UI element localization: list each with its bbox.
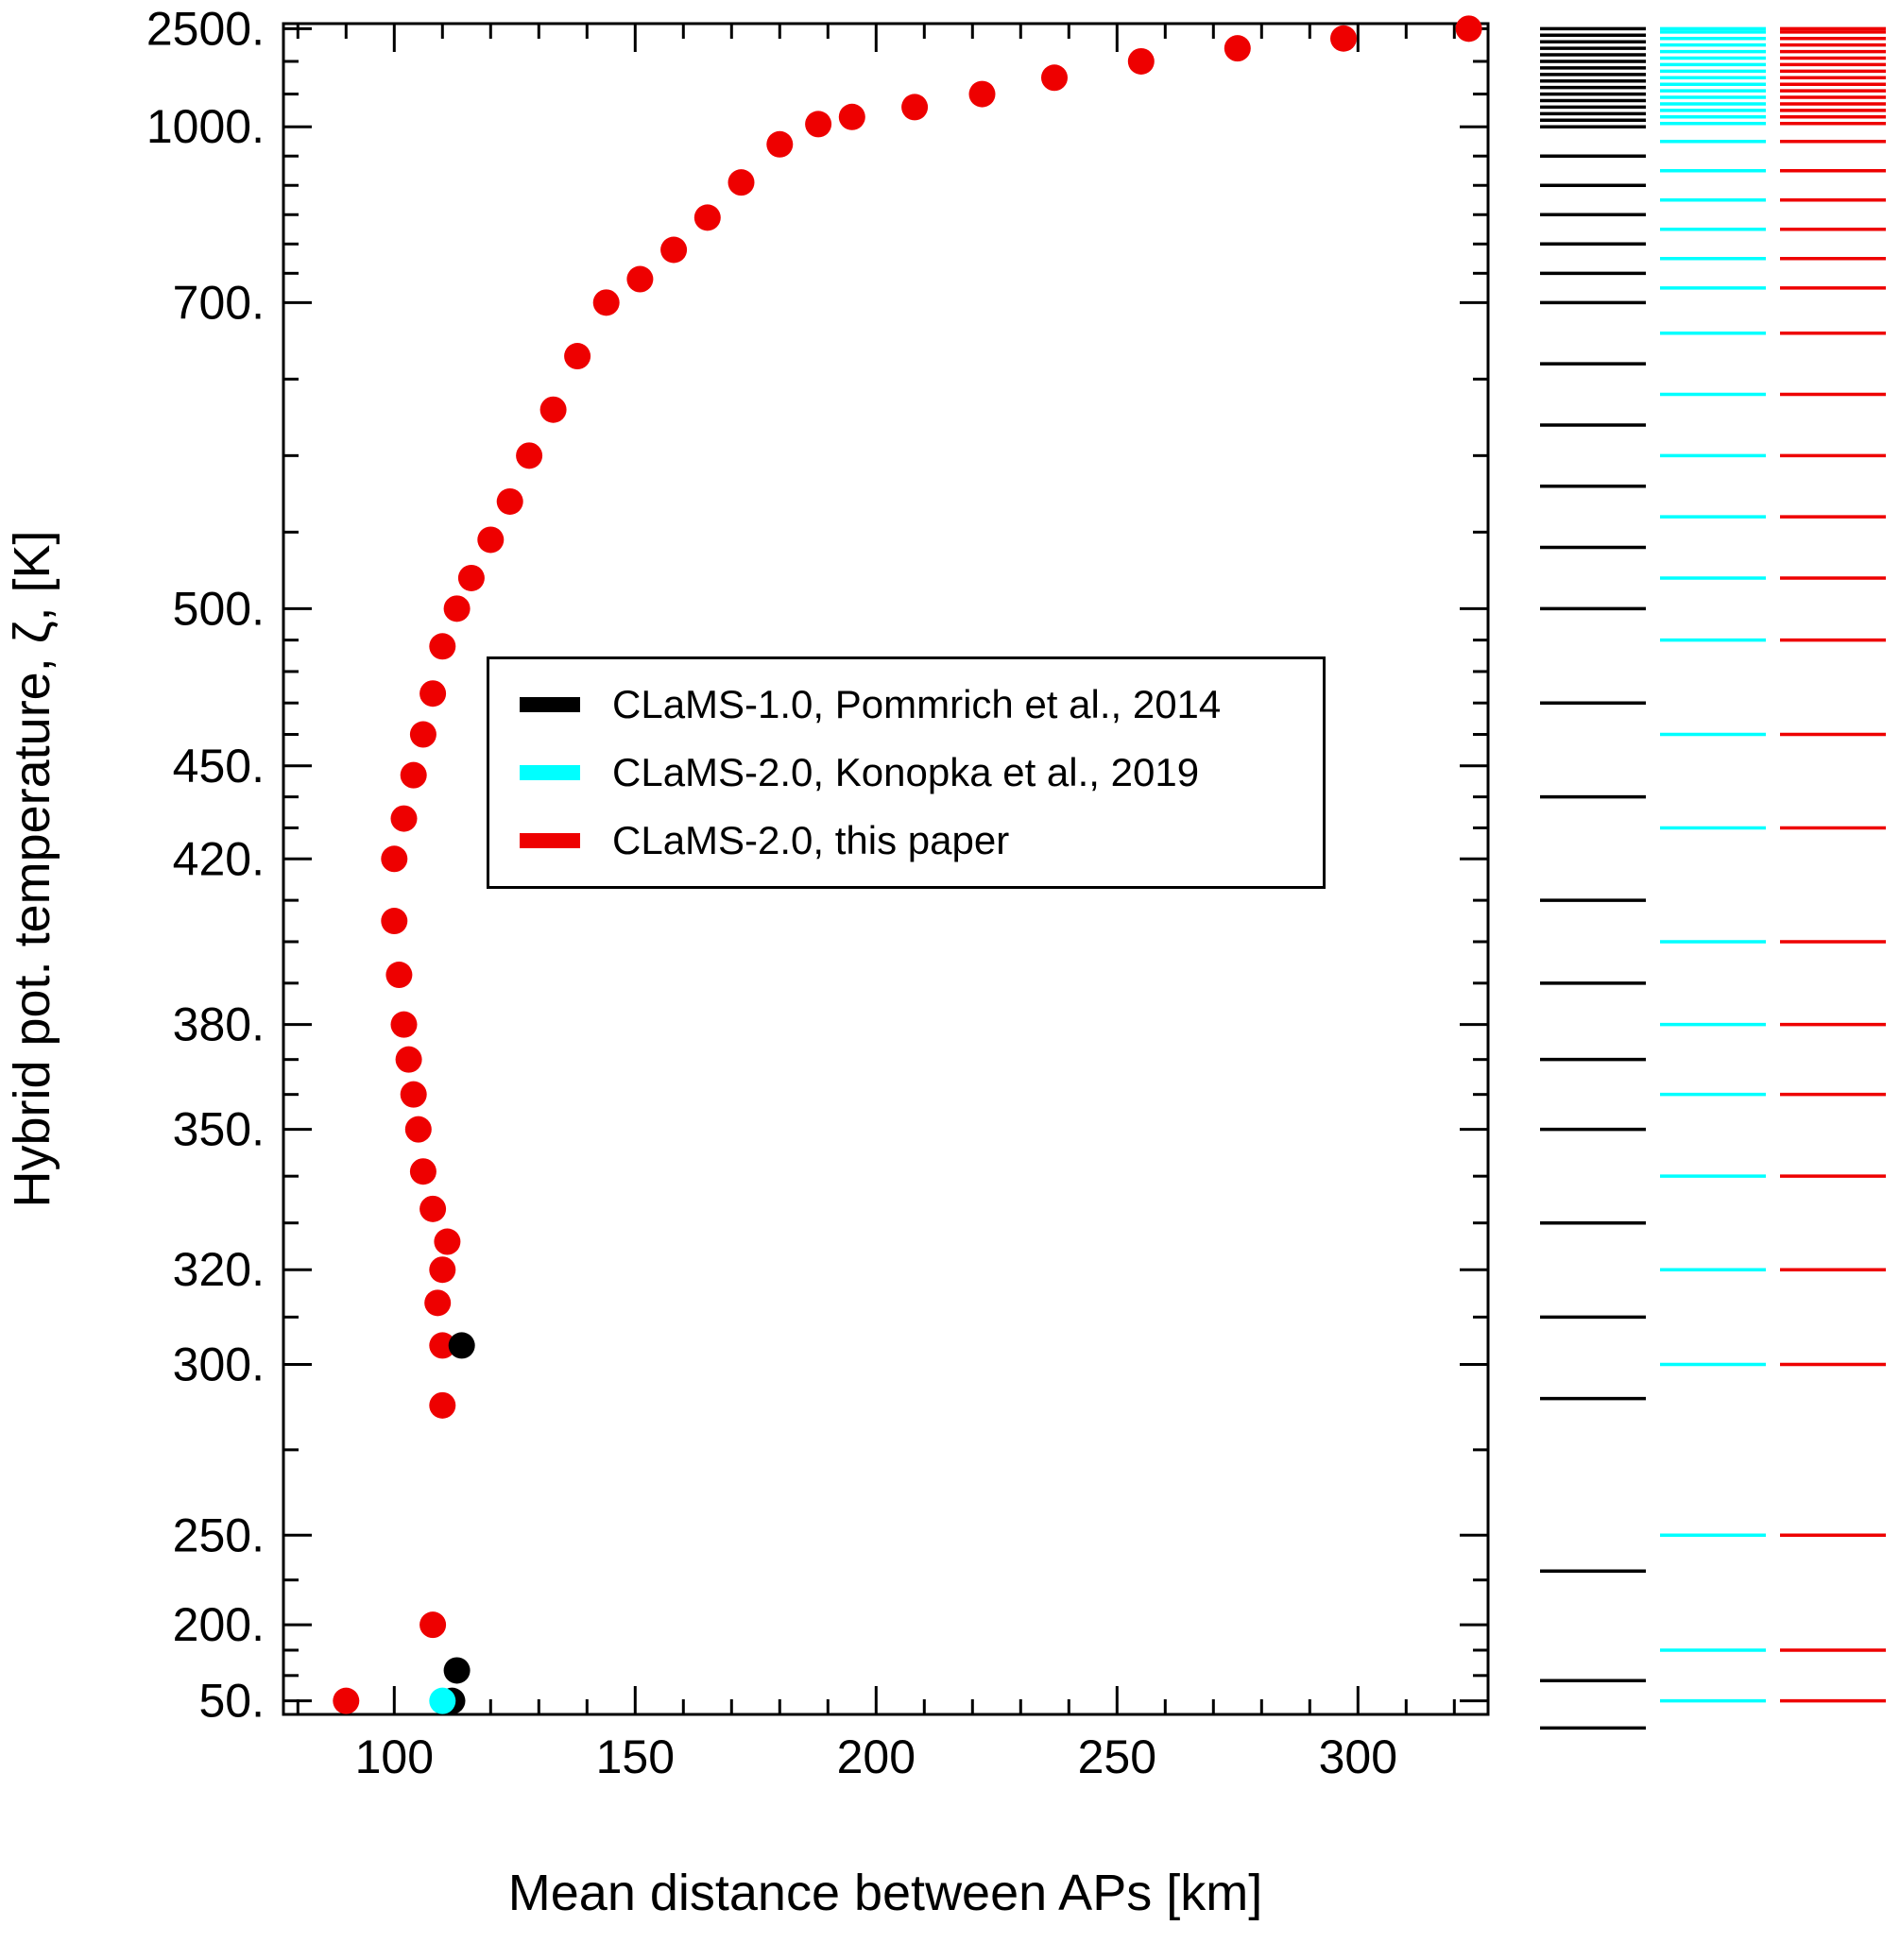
plot-box	[282, 22, 1490, 1716]
x-tick-label: 150	[596, 1730, 675, 1783]
data-point	[626, 265, 654, 293]
x-tick-label: 300	[1319, 1730, 1397, 1783]
data-point	[727, 169, 755, 196]
data-point	[429, 1687, 456, 1714]
legend-item-clams1: CLaMS-1.0, Pommrich et al., 2014	[520, 682, 1323, 727]
data-point	[429, 1391, 456, 1419]
legend-swatch-red	[520, 833, 580, 848]
data-point	[400, 761, 427, 789]
data-point	[766, 130, 794, 158]
data-point	[381, 845, 408, 873]
y-tick-label: 700.	[173, 276, 265, 329]
data-point	[404, 1116, 432, 1143]
data-point	[381, 908, 408, 935]
legend-swatch-black	[520, 697, 580, 712]
data-point	[409, 721, 436, 748]
legend: CLaMS-1.0, Pommrich et al., 2014 CLaMS-2…	[487, 656, 1326, 889]
data-point	[434, 1228, 461, 1255]
data-point	[516, 442, 543, 469]
data-point	[409, 1158, 436, 1185]
data-point	[333, 1687, 360, 1714]
y-tick-label: 350.	[173, 1103, 265, 1156]
data-point	[424, 1289, 452, 1317]
data-point	[390, 1011, 418, 1038]
data-point	[400, 1081, 427, 1108]
data-point	[457, 564, 485, 591]
data-point	[1041, 64, 1068, 92]
legend-item-clams2-this-paper: CLaMS-2.0, this paper	[520, 818, 1323, 863]
data-point	[838, 103, 865, 130]
data-point	[968, 80, 996, 108]
y-tick-label: 2500.	[146, 2, 265, 55]
y-tick-label: 250.	[173, 1508, 265, 1561]
y-tick-label: 380.	[173, 998, 265, 1051]
x-axis-title: Mean distance between APs [km]	[508, 1865, 1262, 1921]
x-tick-label: 100	[355, 1730, 434, 1783]
data-point	[539, 396, 567, 423]
y-tick-label: 320.	[173, 1243, 265, 1296]
y-tick-label: 500.	[173, 582, 265, 635]
legend-label: CLaMS-1.0, Pommrich et al., 2014	[612, 682, 1222, 726]
data-point	[660, 236, 688, 264]
legend-item-clams2-konopka: CLaMS-2.0, Konopka et al., 2019	[520, 750, 1323, 795]
data-point	[443, 1657, 471, 1684]
data-point	[592, 289, 620, 316]
x-tick-label: 200	[837, 1730, 916, 1783]
data-point	[693, 204, 721, 231]
data-point	[390, 805, 418, 832]
y-tick-label: 1000.	[146, 100, 265, 153]
x-tick-label: 250	[1078, 1730, 1156, 1783]
legend-label: CLaMS-2.0, this paper	[612, 818, 1010, 862]
y-tick-label: 420.	[173, 832, 265, 885]
y-tick-label: 50.	[198, 1675, 265, 1728]
data-point	[496, 487, 523, 515]
data-point	[1330, 25, 1357, 52]
y-tick-label: 200.	[173, 1598, 265, 1651]
data-point	[429, 633, 456, 660]
data-point	[564, 343, 591, 370]
legend-swatch-cyan	[520, 765, 580, 780]
data-point	[419, 1195, 447, 1222]
data-point	[1224, 35, 1251, 62]
data-point	[429, 1256, 456, 1284]
plot-layer: 100 150 200 250 300 2500. 1000. 700. 500. 450. 420…	[146, 2, 1886, 1783]
data-point	[477, 526, 505, 554]
data-point	[419, 680, 447, 707]
data-point	[385, 962, 413, 989]
y-axis-title: Hybrid pot. temperature, ζ, [K]	[4, 530, 60, 1207]
data-point	[448, 1332, 475, 1359]
y-tick-label: 450.	[173, 740, 265, 793]
data-point	[1127, 47, 1155, 75]
data-point	[1455, 15, 1482, 43]
data-point	[429, 1332, 456, 1359]
legend-label: CLaMS-2.0, Konopka et al., 2019	[612, 750, 1200, 794]
data-point	[901, 94, 929, 121]
data-point	[805, 111, 832, 138]
y-tick-label: 300.	[173, 1338, 265, 1390]
data-point	[419, 1611, 447, 1639]
data-point	[395, 1046, 422, 1073]
data-point	[443, 595, 471, 622]
